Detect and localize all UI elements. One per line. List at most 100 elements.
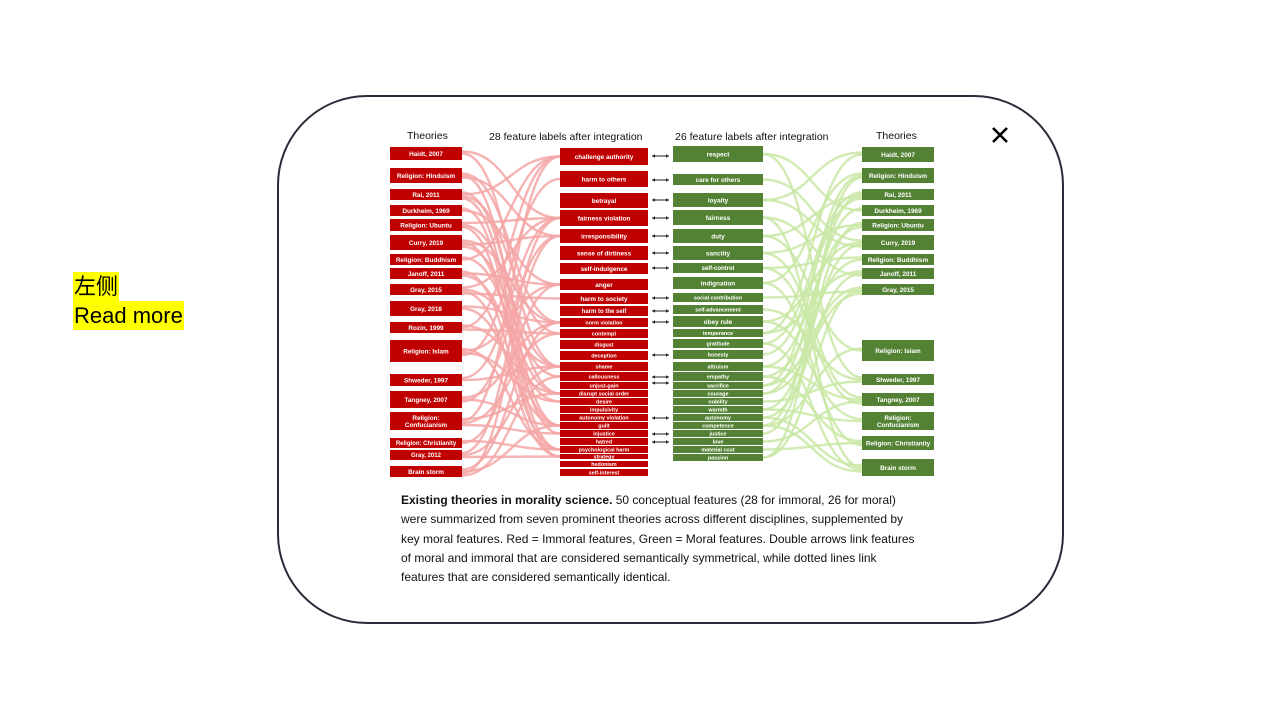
theory-left-4-box: [390, 219, 462, 231]
immoral-feature-14-box: [560, 362, 648, 371]
immoral-feature-12-box: [560, 340, 648, 349]
immoral-link: [461, 234, 561, 475]
immoral-feature-13-label: deception: [591, 353, 616, 359]
immoral-feature-5-box: [560, 246, 648, 260]
moral-feature-22-label: justice: [708, 431, 726, 437]
moral-feature-3-label: fairness: [706, 215, 731, 222]
immoral-feature-21-box: [560, 422, 648, 429]
moral-feature-11-box: [673, 329, 763, 337]
moral-feature-23-box: [673, 438, 763, 445]
theory-right-9-label: Religion: Islam: [875, 348, 921, 355]
arrow-head: [652, 266, 655, 270]
immoral-feature-5-label: sense of dirtiness: [577, 250, 632, 257]
theory-right-14-box: [862, 459, 934, 476]
theory-left-5-box: [390, 235, 462, 250]
immoral-feature-22-label: injustice: [593, 431, 615, 437]
caption-title: Existing theories in morality science.: [401, 493, 613, 507]
theory-left-16-label: Gray, 2012: [411, 453, 442, 459]
theory-left-10-box: [390, 322, 462, 333]
moral-feature-12-box: [673, 339, 763, 348]
moral-feature-0-label: respect: [707, 151, 731, 158]
theory-right-0-label: Haidt, 2007: [881, 152, 915, 159]
arrow-head: [652, 251, 655, 255]
immoral-feature-26-label: hedonism: [591, 462, 617, 468]
close-icon[interactable]: [986, 120, 1016, 150]
immoral-feature-15-label: callousness: [589, 374, 620, 380]
theory-left-8-label: Gray, 2015: [410, 287, 442, 294]
moral-feature-15-label: empathy: [707, 374, 729, 380]
arrow-head: [666, 432, 669, 436]
immoral-link: [461, 152, 561, 368]
immoral-feature-11-box: [560, 329, 648, 338]
moral-feature-6-label: self-control: [702, 266, 735, 272]
theory-left-17-label: Brain storm: [408, 469, 444, 476]
immoral-feature-9-label: harm to the self: [582, 309, 628, 315]
theory-left-11-box: [390, 340, 462, 362]
arrow-head: [652, 234, 655, 238]
moral-feature-2-box: [673, 193, 763, 207]
theory-left-1-label: Religion: Hinduism: [397, 173, 456, 180]
immoral-feature-8-box: [560, 293, 648, 304]
moral-link: [762, 151, 863, 202]
immoral-link: [461, 365, 561, 457]
moral-link: [762, 400, 863, 443]
theory-right-12-box: [862, 412, 934, 430]
moral-feature-7-box: [673, 277, 763, 289]
theory-right-7-box: [862, 268, 934, 279]
theory-right-3-label: Durkheim, 1969: [874, 208, 922, 215]
theory-right-14-label: Brain storm: [880, 465, 916, 472]
theory-right-8-box: [862, 284, 934, 295]
arrow-head: [666, 353, 669, 357]
moral-feature-25-label: passion: [708, 455, 728, 461]
theory-left-2-box: [390, 189, 462, 200]
theory-left-0-box: [390, 147, 462, 160]
theory-right-5-box: [862, 235, 934, 250]
moral-feature-22-box: [673, 430, 763, 437]
moral-feature-4-label: duty: [711, 233, 725, 240]
immoral-feature-23-label: hatred: [596, 439, 612, 445]
theory-right-10-box: [862, 374, 934, 385]
theory-right-6-label: Religion: Buddhism: [868, 257, 929, 264]
theory-right-1-box: [862, 168, 934, 183]
theory-left-11-label: Religion: Islam: [403, 348, 449, 355]
moral-feature-19-label: warmth: [707, 407, 727, 413]
arrow-head: [652, 320, 655, 324]
immoral-feature-8-label: harm to society: [580, 296, 628, 303]
moral-feature-16-box: [673, 382, 763, 389]
arrow-head: [666, 216, 669, 220]
theory-left-16-box: [390, 450, 462, 460]
theory-right-10-label: Shweder, 1997: [876, 377, 920, 384]
immoral-link: [461, 150, 561, 220]
arrow-head: [652, 416, 655, 420]
moral-feature-7-label: indignation: [701, 280, 736, 287]
moral-feature-20-label: autonomy: [705, 415, 731, 421]
moral-feature-21-label: competence: [702, 423, 733, 429]
theory-right-3-box: [862, 205, 934, 216]
read-more-label[interactable]: Read more: [73, 301, 184, 330]
moral-feature-17-label: courage: [708, 391, 729, 397]
moral-feature-24-box: [673, 446, 763, 453]
read-more-link[interactable]: 左侧 Read more: [73, 272, 184, 330]
moral-feature-12-label: gratitude: [706, 341, 729, 347]
arrow-head: [652, 353, 655, 357]
moral-feature-23-label: love: [713, 439, 724, 445]
immoral-feature-0-box: [560, 148, 648, 165]
immoral-link: [461, 392, 561, 421]
arrow-head: [666, 198, 669, 202]
moral-link: [762, 266, 863, 405]
moral-feature-2-label: loyalty: [708, 197, 729, 204]
theory-left-3-box: [390, 205, 462, 216]
moral-link: [762, 216, 863, 277]
arrow-head: [652, 296, 655, 300]
moral-feature-10-box: [673, 316, 763, 327]
immoral-feature-19-label: impulsivity: [590, 407, 618, 413]
immoral-feature-27-box: [560, 469, 648, 476]
immoral-feature-24-label: psychological harm: [579, 447, 630, 453]
side-link-label[interactable]: 左侧: [73, 272, 120, 301]
moral-feature-25-box: [673, 454, 763, 461]
immoral-feature-14-label: shame: [595, 364, 612, 370]
immoral-feature-20-box: [560, 414, 648, 421]
arrow-head: [652, 216, 655, 220]
immoral-feature-16-label: unjust-gain: [589, 383, 618, 389]
